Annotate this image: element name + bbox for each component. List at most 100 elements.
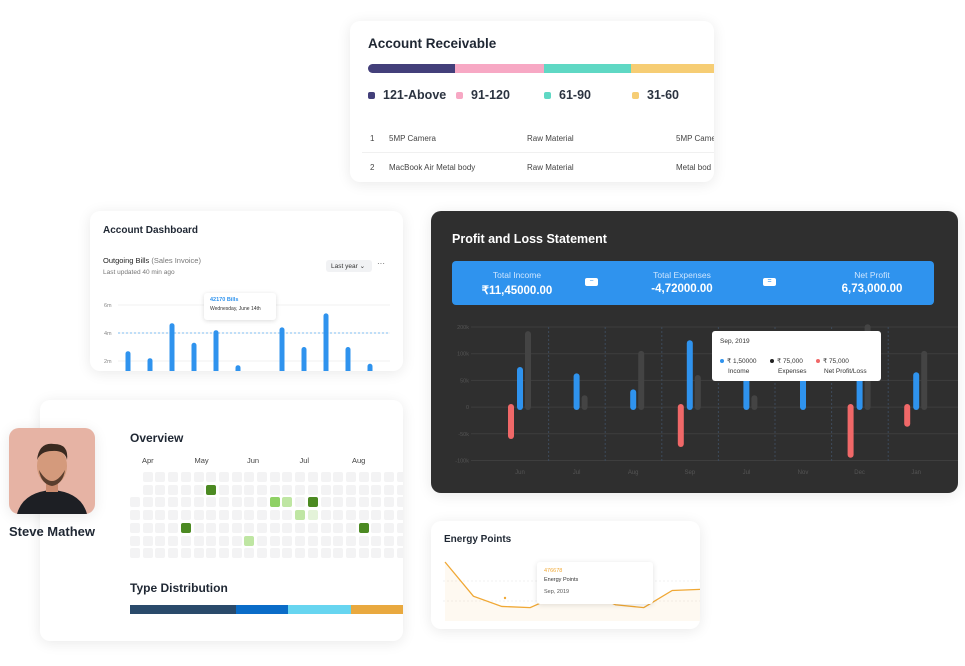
table-row[interactable]: 2 MacBook Air Metal body Raw Material Metal… xyxy=(362,153,714,182)
heatmap-cell[interactable] xyxy=(307,497,318,508)
data-point[interactable] xyxy=(503,596,507,600)
heatmap-cell[interactable] xyxy=(244,522,255,533)
heatmap-cell[interactable] xyxy=(307,472,318,482)
heatmap-cell[interactable] xyxy=(333,535,344,546)
heatmap-cell[interactable] xyxy=(130,497,140,508)
heatmap-cell[interactable] xyxy=(206,472,217,482)
net-profit-loss-bar[interactable] xyxy=(847,404,854,458)
heatmap-cell[interactable] xyxy=(218,497,229,508)
heatmap-cell[interactable] xyxy=(282,472,293,482)
heatmap-cell[interactable] xyxy=(244,472,255,482)
heatmap-cell[interactable] xyxy=(269,522,280,533)
heatmap-cell[interactable] xyxy=(371,484,382,495)
heatmap-cell[interactable] xyxy=(142,510,153,521)
heatmap-cell[interactable] xyxy=(180,510,191,521)
heatmap-cell[interactable] xyxy=(384,484,394,495)
heatmap-cell[interactable] xyxy=(371,497,382,508)
heatmap-cell[interactable] xyxy=(371,548,382,559)
heatmap-cell[interactable] xyxy=(345,510,356,521)
heatmap-cell[interactable] xyxy=(384,497,394,508)
heatmap-cell[interactable] xyxy=(295,548,306,559)
heatmap-cell[interactable] xyxy=(269,548,280,559)
heatmap-cell[interactable] xyxy=(142,484,153,495)
heatmap-cell[interactable] xyxy=(231,510,242,521)
more-icon[interactable]: ··· xyxy=(377,259,385,268)
expenses-bar[interactable] xyxy=(581,395,588,410)
heatmap-cell[interactable] xyxy=(180,472,191,482)
heatmap-cell[interactable] xyxy=(193,535,204,546)
heatmap-cell[interactable] xyxy=(396,522,403,533)
heatmap-cell[interactable] xyxy=(333,497,344,508)
bill-bar[interactable] xyxy=(169,323,175,371)
heatmap-cell[interactable] xyxy=(180,535,191,546)
heatmap-cell[interactable] xyxy=(269,497,280,508)
heatmap-cell[interactable] xyxy=(257,522,267,533)
heatmap-cell[interactable] xyxy=(193,548,204,559)
heatmap-cell[interactable] xyxy=(142,522,153,533)
heatmap-cell[interactable] xyxy=(384,548,394,559)
heatmap-cell[interactable] xyxy=(358,497,369,508)
heatmap-cell[interactable] xyxy=(231,535,242,546)
heatmap-cell[interactable] xyxy=(155,522,166,533)
heatmap-cell[interactable] xyxy=(396,472,403,482)
expenses-bar[interactable] xyxy=(921,350,928,410)
heatmap-cell[interactable] xyxy=(168,548,179,559)
heatmap-cell[interactable] xyxy=(193,497,204,508)
heatmap-cell[interactable] xyxy=(257,497,267,508)
bill-bar[interactable] xyxy=(235,365,241,371)
heatmap-cell[interactable] xyxy=(320,510,331,521)
income-bar[interactable] xyxy=(686,340,693,410)
heatmap-cell[interactable] xyxy=(155,497,166,508)
heatmap-cell[interactable] xyxy=(345,535,356,546)
heatmap-cell[interactable] xyxy=(269,484,280,495)
heatmap-cell[interactable] xyxy=(358,510,369,521)
heatmap-cell[interactable] xyxy=(345,497,356,508)
heatmap-cell[interactable] xyxy=(155,484,166,495)
heatmap-cell[interactable] xyxy=(244,497,255,508)
heatmap-cell[interactable] xyxy=(282,535,293,546)
income-bar[interactable] xyxy=(573,373,580,410)
heatmap-cell[interactable] xyxy=(384,472,394,482)
heatmap-cell[interactable] xyxy=(155,548,166,559)
heatmap-cell[interactable] xyxy=(231,497,242,508)
bill-bar[interactable] xyxy=(367,363,373,371)
heatmap-cell[interactable] xyxy=(269,510,280,521)
heatmap-cell[interactable] xyxy=(295,472,306,482)
heatmap-cell[interactable] xyxy=(345,548,356,559)
income-bar[interactable] xyxy=(630,389,637,410)
heatmap-cell[interactable] xyxy=(231,472,242,482)
heatmap-cell[interactable] xyxy=(295,484,306,495)
heatmap-cell[interactable] xyxy=(333,522,344,533)
heatmap-cell[interactable] xyxy=(231,484,242,495)
heatmap-cell[interactable] xyxy=(257,535,267,546)
bill-bar[interactable] xyxy=(191,342,197,371)
heatmap-cell[interactable] xyxy=(307,548,318,559)
bill-bar[interactable] xyxy=(147,358,153,371)
heatmap-cell[interactable] xyxy=(142,472,153,482)
heatmap-cell[interactable] xyxy=(193,472,204,482)
heatmap-cell[interactable] xyxy=(231,548,242,559)
heatmap-cell[interactable] xyxy=(396,510,403,521)
heatmap-cell[interactable] xyxy=(320,535,331,546)
heatmap-cell[interactable] xyxy=(218,535,229,546)
heatmap-cell[interactable] xyxy=(168,535,179,546)
income-bar[interactable] xyxy=(913,372,920,410)
heatmap-cell[interactable] xyxy=(295,497,306,508)
heatmap-cell[interactable] xyxy=(206,497,217,508)
heatmap-cell[interactable] xyxy=(180,522,191,533)
heatmap-cell[interactable] xyxy=(307,535,318,546)
heatmap-cell[interactable] xyxy=(345,484,356,495)
heatmap-cell[interactable] xyxy=(307,522,318,533)
heatmap-cell[interactable] xyxy=(168,472,179,482)
heatmap-cell[interactable] xyxy=(218,522,229,533)
heatmap-cell[interactable] xyxy=(371,535,382,546)
heatmap-cell[interactable] xyxy=(206,484,217,495)
heatmap-cell[interactable] xyxy=(282,522,293,533)
heatmap-cell[interactable] xyxy=(130,510,140,521)
heatmap-cell[interactable] xyxy=(295,535,306,546)
heatmap-cell[interactable] xyxy=(180,548,191,559)
heatmap-cell[interactable] xyxy=(396,548,403,559)
heatmap-cell[interactable] xyxy=(358,548,369,559)
heatmap-cell[interactable] xyxy=(358,484,369,495)
heatmap-cell[interactable] xyxy=(142,497,153,508)
